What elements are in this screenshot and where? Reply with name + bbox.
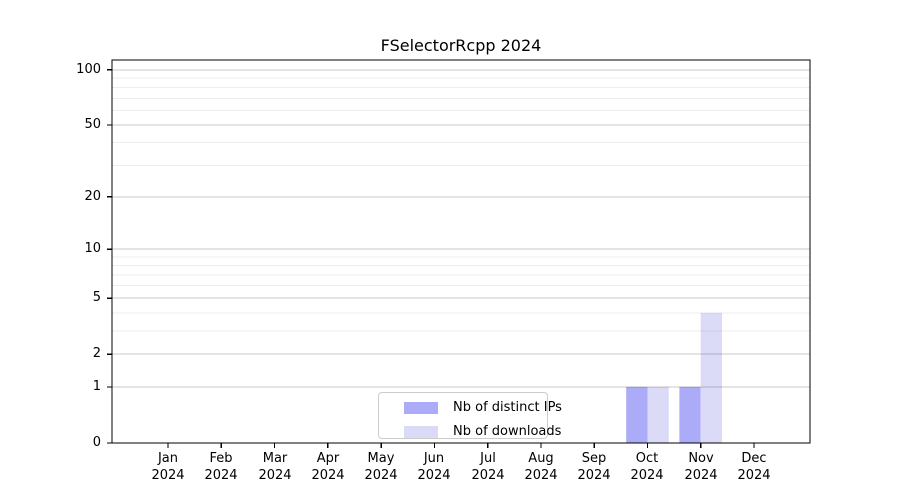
x-axis-tick-label: May 2024: [364, 451, 398, 483]
x-axis-tick-label: Aug 2024: [524, 451, 558, 483]
x-axis-tick-label: Sep 2024: [577, 451, 611, 483]
legend-label: Nb of distinct IPs: [453, 400, 562, 415]
legend-item-downloads: Nb of downloads: [379, 423, 561, 440]
y-axis-tick-label: 50: [84, 117, 101, 132]
x-axis-tick-label: Oct 2024: [630, 451, 664, 483]
x-axis-tick-label: Mar 2024: [258, 451, 292, 483]
bar-distinct-ips: [626, 386, 648, 443]
bar-distinct-ips: [679, 386, 701, 443]
x-axis-tick-label: Dec 2024: [737, 451, 771, 483]
y-axis-tick-label: 2: [92, 346, 101, 361]
y-axis-tick-label: 10: [84, 241, 101, 256]
legend: Nb of distinct IPs Nb of downloads: [378, 392, 562, 440]
x-axis-tick-label: Nov 2024: [684, 451, 718, 483]
y-axis-tick-label: 20: [84, 189, 101, 204]
legend-item-distinct-ips: Nb of distinct IPs: [379, 399, 562, 416]
legend-swatch-distinct-ips: [404, 401, 438, 414]
legend-label: Nb of downloads: [453, 424, 562, 439]
x-axis-tick-label: Jul 2024: [471, 451, 505, 483]
axis-frame: [111, 59, 811, 444]
legend-swatch-downloads: [404, 425, 438, 438]
x-axis-tick-label: Feb 2024: [204, 451, 238, 483]
chart-title: FSelectorRcpp 2024: [380, 36, 542, 55]
x-axis-tick-label: Apr 2024: [311, 451, 345, 483]
x-axis-tick-label: Jun 2024: [417, 451, 451, 483]
y-axis-tick-label: 0: [92, 435, 101, 450]
bar-downloads: [647, 386, 669, 443]
y-axis-tick-label: 5: [92, 290, 101, 305]
y-axis-tick-label: 1: [92, 379, 101, 394]
bar-downloads: [700, 312, 722, 443]
y-axis-tick-label: 100: [76, 62, 101, 77]
x-axis-tick-label: Jan 2024: [151, 451, 185, 483]
